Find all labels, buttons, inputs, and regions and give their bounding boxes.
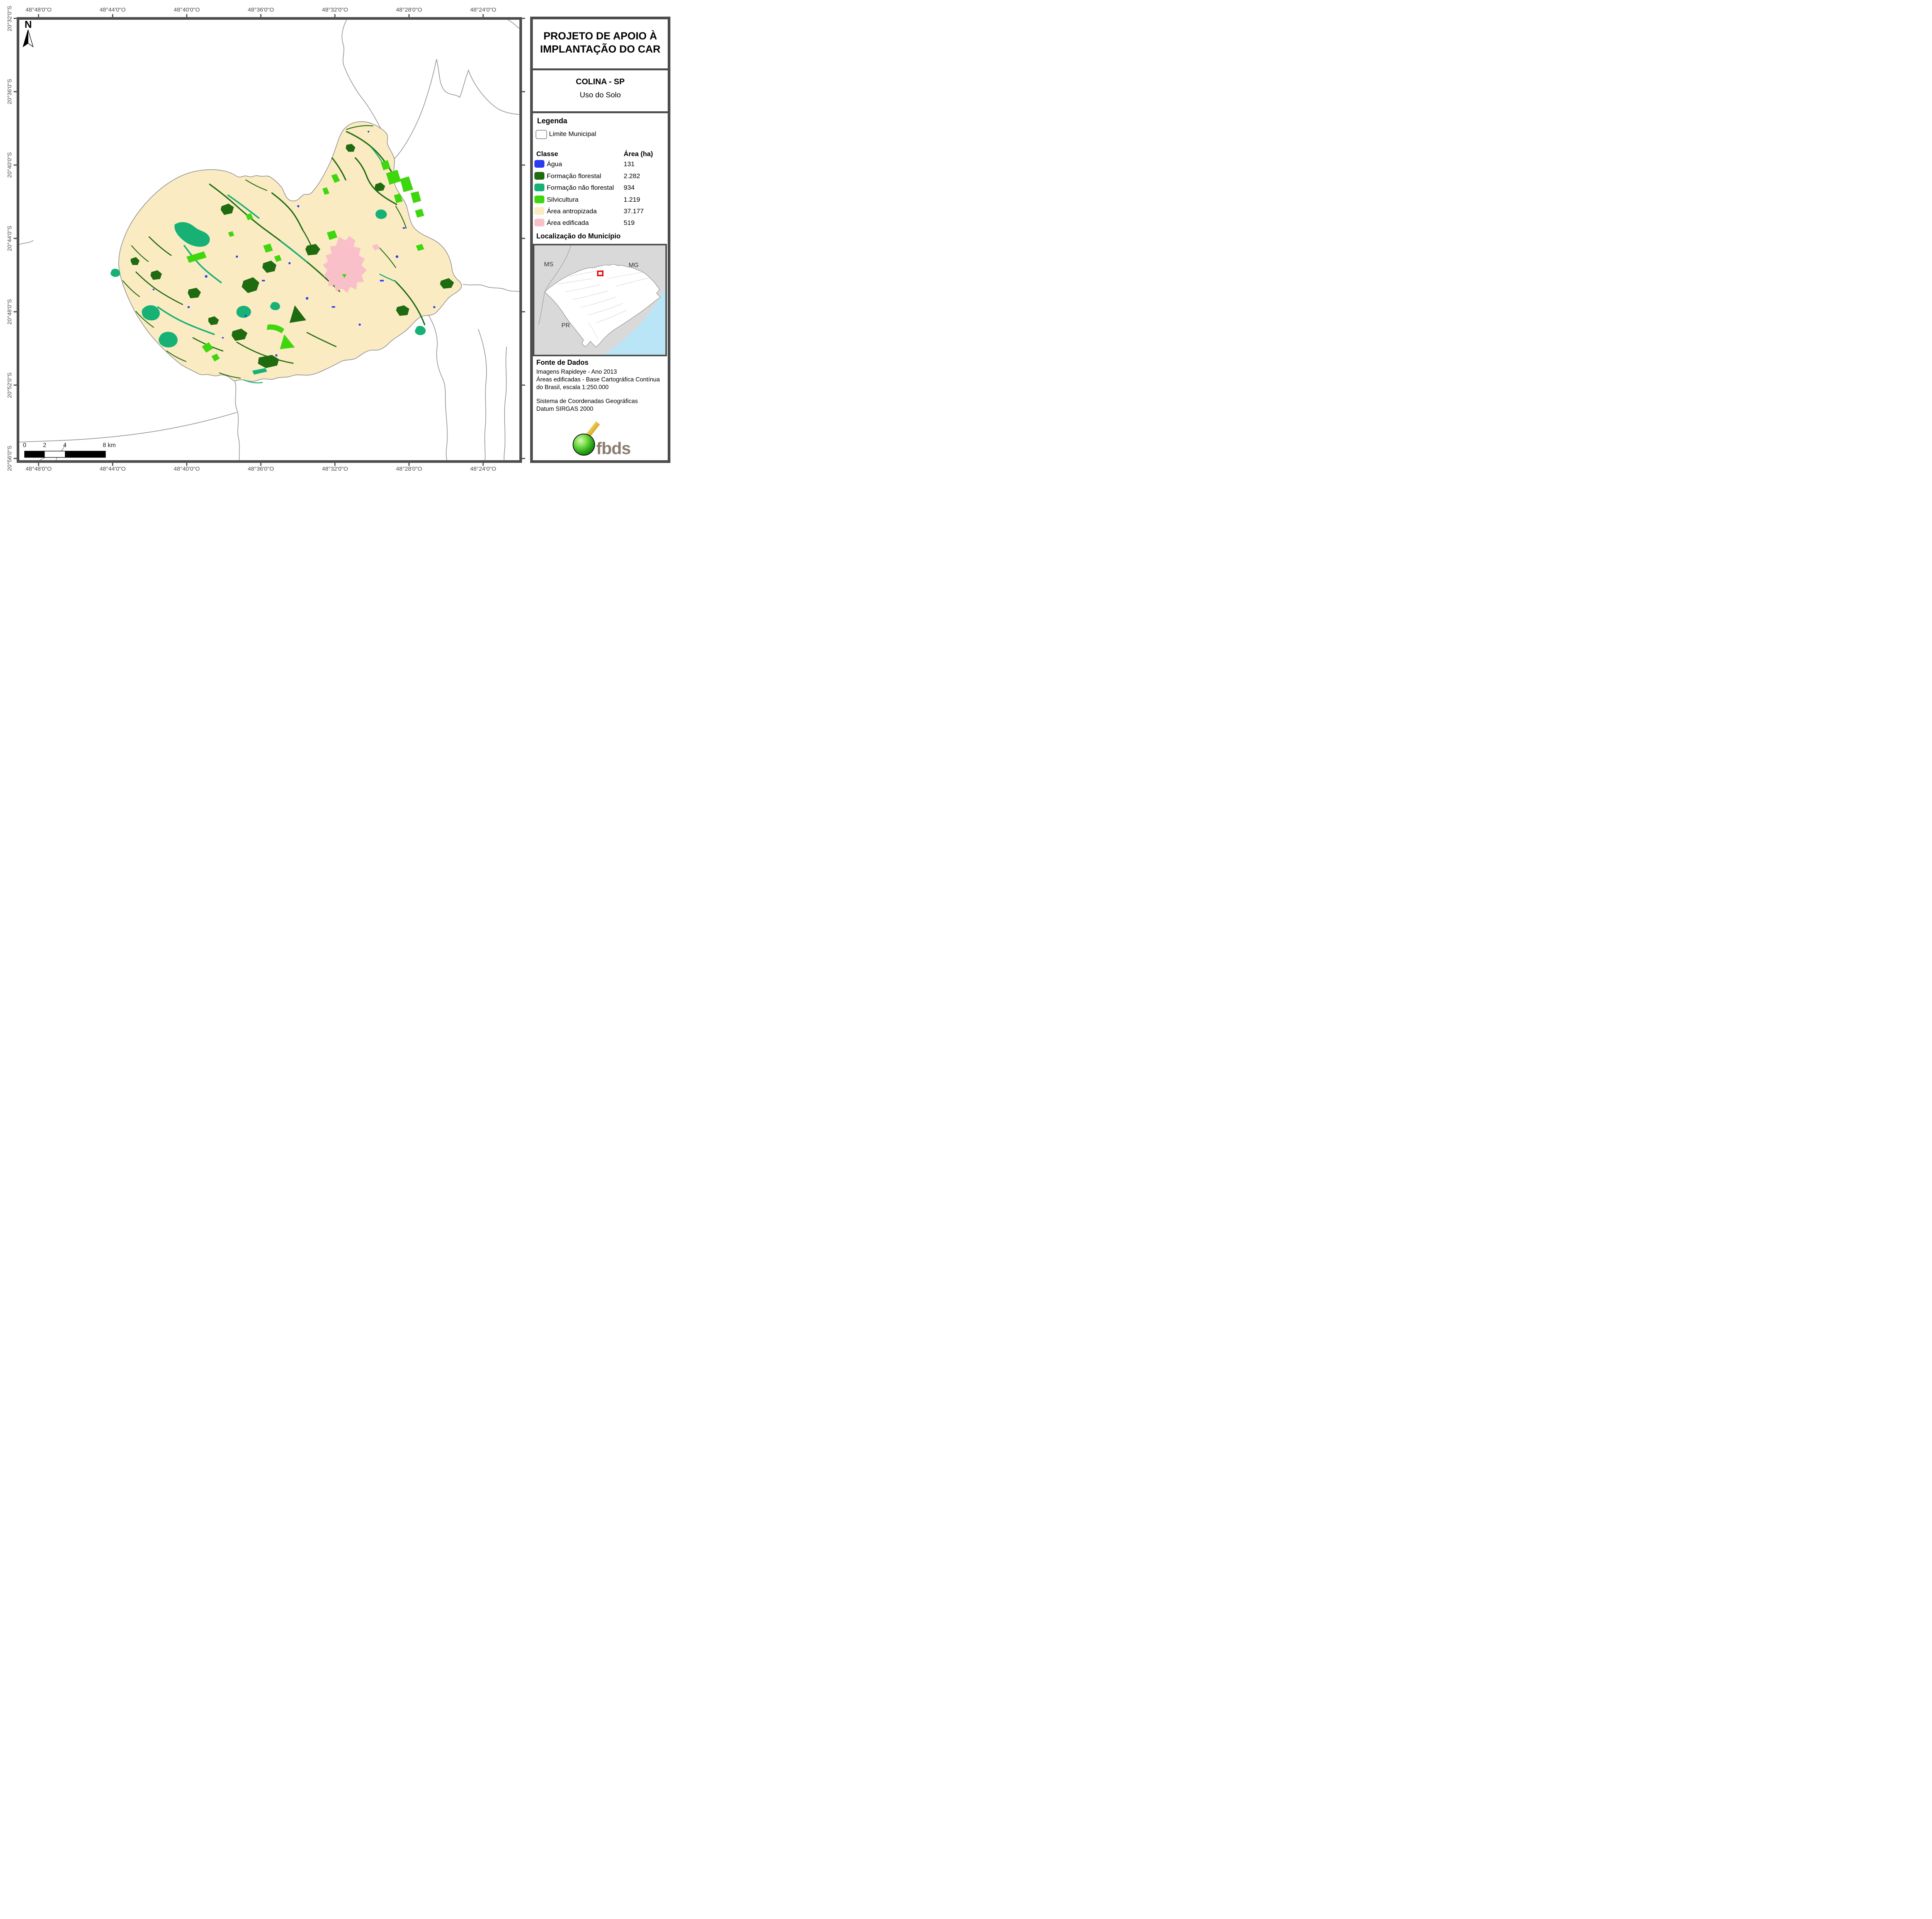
graticule-ticks	[14, 14, 525, 466]
fbds-logo-sphere	[573, 434, 595, 456]
lon-label-bottom: 48°48'0"O	[26, 466, 52, 472]
legend-class-header: Classe	[536, 150, 558, 158]
legend-swatch-agua	[534, 160, 544, 168]
legend-label-area-edificada: Área edificada	[547, 219, 589, 226]
legend-label-formacao-nao-florestal: Formação não florestal	[547, 184, 614, 191]
inset-label-pr: PR	[561, 322, 570, 329]
lon-label-bottom: 48°40'0"O	[173, 466, 200, 472]
north-arrow-icon	[22, 29, 34, 48]
project-title: PROJETO DE APOIO À IMPLANTAÇÃO DO CAR	[533, 29, 668, 56]
legend-heading: Legenda	[537, 117, 568, 125]
lon-label-bottom: 48°24'0"O	[470, 466, 497, 472]
legend-area-formacao-florestal: 2.282	[624, 172, 640, 180]
water-bodies	[153, 131, 435, 357]
scalebar-label-2: 2	[43, 442, 46, 449]
lon-label-bottom: 48°44'0"O	[99, 466, 126, 472]
layout-panel	[530, 17, 670, 463]
main-map-canvas	[14, 14, 525, 466]
legend-label-area-antropizada: Área antropizada	[547, 208, 597, 215]
lon-label-top: 48°36'0"O	[248, 7, 274, 13]
inset-heading: Localização do Município	[536, 232, 621, 240]
lon-label-top: 48°28'0"O	[396, 7, 422, 13]
lon-label-bottom: 48°28'0"O	[396, 466, 422, 472]
legend-label-silvicultura: Silvicultura	[547, 196, 579, 203]
panel-divider	[533, 68, 668, 70]
lon-label-top: 48°24'0"O	[470, 7, 497, 13]
lat-label: 20°44'0"S	[6, 225, 13, 251]
source-line: Imagens Rapideye - Ano 2013	[536, 369, 617, 375]
legend-area-area-edificada: 519	[624, 219, 635, 226]
legend-label-formacao-florestal: Formação florestal	[547, 172, 601, 180]
municipality-name: COLINA - SP	[576, 77, 625, 86]
legend-label-agua: Água	[547, 160, 562, 168]
inset-municipal-texture	[557, 270, 650, 340]
source-line: Datum SIRGAS 2000	[536, 406, 594, 412]
inset-label-mg: MG	[629, 262, 639, 269]
urban-area	[323, 236, 380, 293]
source-line: do Brasil, escala 1:250.000	[536, 384, 609, 391]
legend-swatch-formacao-nao-florestal	[534, 184, 544, 191]
legend-area-area-antropizada: 37.177	[624, 208, 644, 215]
lon-label-bottom: 48°32'0"O	[322, 466, 348, 472]
limite-municipal-label: Limite Municipal	[549, 130, 596, 138]
lon-label-top: 48°32'0"O	[322, 7, 348, 13]
map-subject: Uso do Solo	[580, 91, 621, 99]
non-forest-patches	[111, 209, 426, 375]
scalebar-label-0: 0	[23, 442, 26, 449]
lat-label: 20°36'0"S	[6, 79, 13, 105]
legend-swatch-silvicultura	[534, 196, 544, 203]
legend-area-silvicultura: 1.219	[624, 196, 640, 203]
panel-divider	[533, 111, 668, 113]
forest-patches	[131, 144, 454, 368]
project-title-line1: PROJETO DE APOIO À	[543, 30, 657, 42]
municipality-locator-marker	[597, 270, 604, 276]
legend-swatch-area-antropizada	[534, 207, 544, 215]
scalebar-label-8km: 8 km	[103, 442, 116, 449]
lon-label-top: 48°44'0"O	[99, 7, 126, 13]
source-heading: Fonte de Dados	[536, 359, 589, 366]
scale-bar	[24, 451, 106, 458]
fbds-logo-text: fbds	[596, 439, 631, 458]
lat-label: 20°52'0"S	[6, 372, 13, 398]
source-line: Áreas edificadas - Base Cartográfica Con…	[536, 376, 660, 383]
scalebar-label-4: 4	[63, 442, 67, 449]
lat-label: 20°32'0"S	[6, 5, 13, 31]
legend-swatch-area-edificada	[534, 219, 544, 226]
map-frame	[17, 17, 522, 463]
inset-map-frame	[533, 244, 667, 356]
non-forest-stream-overlays	[157, 146, 396, 384]
source-line: Sistema de Coordenadas Geográficas	[536, 398, 638, 405]
inset-label-ms: MS	[544, 261, 553, 268]
neighbor-boundaries	[19, 20, 520, 460]
map-document-page: 48°48'0"O 48°44'0"O 48°40'0"O 48°36'0"O …	[0, 0, 678, 480]
project-title-line2: IMPLANTAÇÃO DO CAR	[540, 43, 661, 55]
lat-label: 20°56'0"S	[6, 446, 13, 471]
north-arrow-label: N	[24, 19, 32, 30]
limite-municipal-swatch	[536, 130, 547, 139]
legend-area-header: Área (ha)	[624, 150, 653, 158]
lon-label-top: 48°48'0"O	[26, 7, 52, 13]
legend-area-agua: 131	[624, 160, 635, 168]
legend-swatch-formacao-florestal	[534, 172, 544, 180]
legend-area-formacao-nao-florestal: 934	[624, 184, 635, 191]
inset-locator-map	[534, 245, 665, 355]
lat-label: 20°40'0"S	[6, 152, 13, 178]
lat-label: 20°48'0"S	[6, 299, 13, 325]
lon-label-bottom: 48°36'0"O	[248, 466, 274, 472]
lon-label-top: 48°40'0"O	[173, 7, 200, 13]
